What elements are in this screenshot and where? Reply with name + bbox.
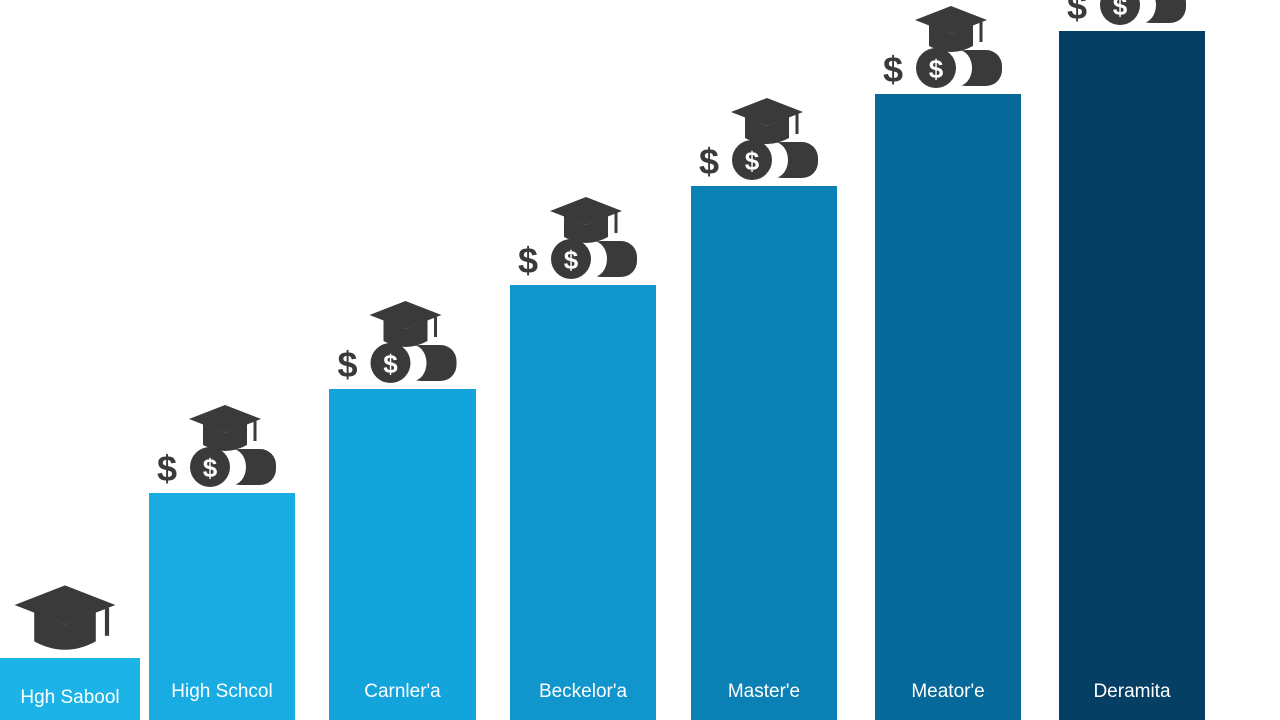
svg-text:$: $: [337, 344, 357, 385]
svg-text:$: $: [745, 146, 760, 176]
dollar-coins-cap-icon: $ $: [157, 405, 276, 489]
dollar-coins-cap-icon: $ $: [337, 301, 457, 385]
bar-label: Meator'e: [911, 681, 984, 702]
bar-label: High Schcol: [171, 681, 272, 702]
bar-5: [875, 94, 1021, 720]
svg-text:$: $: [518, 240, 538, 281]
bar-2: [329, 389, 476, 720]
dollar-coins-cap-icon: $ $: [699, 98, 818, 182]
bar-4: [691, 186, 837, 720]
dollar-coins-cap-icon: $ $: [883, 6, 1002, 90]
svg-text:$: $: [1113, 0, 1128, 21]
svg-text:$: $: [699, 141, 719, 182]
bar-label: Beckelor'a: [539, 681, 628, 702]
svg-text:$: $: [203, 453, 218, 483]
dollar-coins-cap-icon: $ $: [518, 197, 637, 281]
dollar-coins-cap-icon: $ $: [1067, 0, 1186, 27]
bar-3: [510, 285, 656, 720]
bar-label: Deramita: [1093, 681, 1171, 702]
bar-label: Hgh Sabool: [20, 687, 119, 708]
svg-text:$: $: [883, 49, 903, 90]
svg-text:$: $: [157, 448, 177, 489]
bar-0: [0, 658, 140, 720]
bar-6: [1059, 31, 1205, 720]
bar-label: Carnler'a: [364, 681, 441, 702]
graduation-cap-icon: [14, 585, 116, 650]
bar-label: Master'e: [728, 681, 800, 702]
svg-text:$: $: [929, 54, 944, 84]
svg-text:$: $: [1067, 0, 1087, 27]
svg-text:$: $: [564, 245, 579, 275]
bar-1: [149, 493, 295, 720]
svg-text:$: $: [383, 349, 398, 379]
